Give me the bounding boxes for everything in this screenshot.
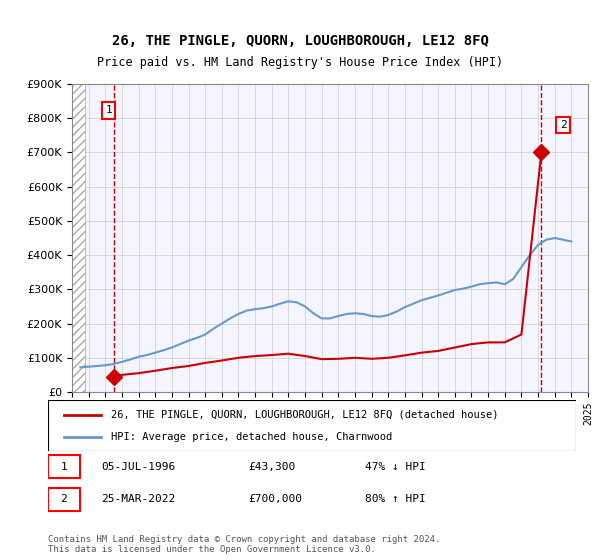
Text: 26, THE PINGLE, QUORN, LOUGHBOROUGH, LE12 8FQ (detached house): 26, THE PINGLE, QUORN, LOUGHBOROUGH, LE1… (112, 409, 499, 419)
Text: 47% ↓ HPI: 47% ↓ HPI (365, 462, 425, 472)
FancyBboxPatch shape (48, 488, 80, 511)
Text: 80% ↑ HPI: 80% ↑ HPI (365, 494, 425, 504)
Text: 1: 1 (61, 462, 67, 472)
Text: £43,300: £43,300 (248, 462, 296, 472)
Text: 25-MAR-2022: 25-MAR-2022 (101, 494, 175, 504)
Text: £700,000: £700,000 (248, 494, 302, 504)
Text: Contains HM Land Registry data © Crown copyright and database right 2024.
This d: Contains HM Land Registry data © Crown c… (48, 535, 440, 554)
Text: 2: 2 (61, 494, 67, 504)
Text: 26, THE PINGLE, QUORN, LOUGHBOROUGH, LE12 8FQ: 26, THE PINGLE, QUORN, LOUGHBOROUGH, LE1… (112, 34, 488, 48)
Bar (72, 84, 85, 392)
Text: HPI: Average price, detached house, Charnwood: HPI: Average price, detached house, Char… (112, 432, 392, 442)
Text: Price paid vs. HM Land Registry's House Price Index (HPI): Price paid vs. HM Land Registry's House … (97, 56, 503, 69)
Text: 05-JUL-1996: 05-JUL-1996 (101, 462, 175, 472)
Text: 1: 1 (105, 105, 112, 115)
Text: 2: 2 (560, 120, 566, 130)
FancyBboxPatch shape (48, 400, 576, 451)
FancyBboxPatch shape (48, 455, 80, 478)
